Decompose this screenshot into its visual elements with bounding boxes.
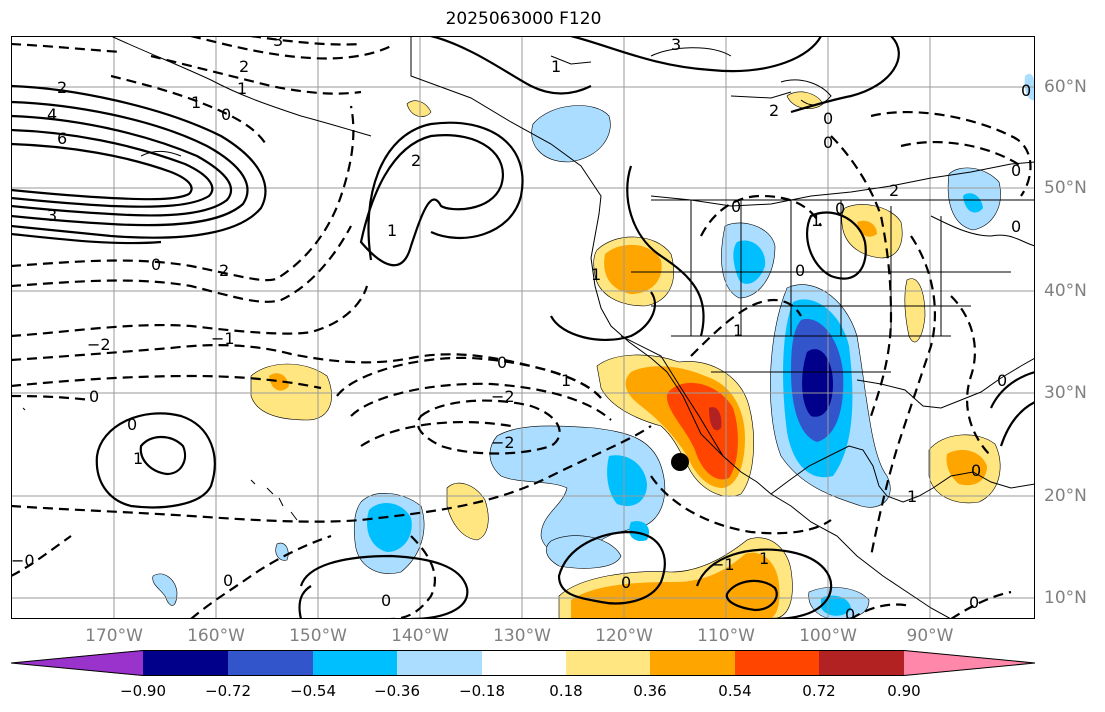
contour-label: 3 — [273, 36, 283, 50]
colorbar-bin — [11, 650, 143, 676]
contours — [11, 36, 1035, 619]
colorbar-bin — [650, 650, 735, 676]
contour-label: 0 — [795, 261, 805, 280]
contour-label: 0 — [971, 461, 981, 480]
contour-label: 0 — [823, 109, 833, 128]
lon-label: 150°W — [289, 626, 347, 646]
lat-label: 10°N — [1044, 588, 1087, 608]
contours-dashed — [11, 36, 1032, 619]
contour-label: 0 — [621, 573, 631, 592]
colorbar-bin — [143, 650, 228, 676]
contour-label: 1 — [591, 265, 601, 284]
colorbar-bin — [482, 650, 566, 676]
contour-label: 1 — [561, 371, 571, 390]
colorbar-bin — [397, 650, 482, 676]
contour-label: 3 — [671, 36, 681, 54]
location-marker — [671, 453, 689, 471]
lon-label: 160°W — [187, 626, 245, 646]
lon-label: 100°W — [799, 626, 857, 646]
contour-label: 1 — [811, 211, 821, 230]
lat-label: 60°N — [1044, 77, 1087, 97]
lat-label: 40°N — [1044, 281, 1087, 301]
contour-label: −2 — [87, 335, 111, 354]
colorbar-bin — [313, 650, 397, 676]
contour-label: 0 — [731, 197, 741, 216]
colorbar-bin — [566, 650, 650, 676]
contour-label: 0 — [223, 571, 233, 590]
coastlines — [22, 36, 1035, 619]
contour-label: 0 — [497, 353, 507, 372]
contour-label: 0 — [969, 593, 979, 612]
contour-label: 1 — [191, 93, 201, 112]
contour-label: −1 — [211, 329, 235, 348]
map-svg: 2 4 6 3 0 2 −2 −1 0 0 1 0 2 3 2 1 0 0 1 … — [11, 36, 1035, 619]
contour-label: 1 — [387, 221, 397, 240]
contour-label: −0 — [11, 551, 35, 570]
anomaly-pos-south-pacific — [446, 482, 489, 541]
contour-label: 0 — [835, 199, 845, 218]
contour-label: 3 — [47, 206, 57, 225]
contour-label: 1 — [133, 449, 143, 468]
lon-label: 90°W — [906, 626, 954, 646]
anomaly-neg-gulf-alaska — [531, 105, 611, 163]
contour-label: 0 — [89, 387, 99, 406]
contour-label: 0 — [221, 105, 231, 124]
colorbar-tick-label: 0.90 — [887, 682, 921, 700]
lat-label: 50°N — [1044, 178, 1087, 198]
lat-label: 30°N — [1044, 383, 1087, 403]
colorbar-tick-label: −0.90 — [120, 682, 166, 700]
colorbar-bin — [819, 650, 904, 676]
contour-label: 0 — [1011, 161, 1021, 180]
colorbar — [11, 650, 1036, 676]
map-panel[interactable]: 2 4 6 3 0 2 −2 −1 0 0 1 0 2 3 2 1 0 0 1 … — [11, 36, 1035, 619]
contour-label: −2 — [491, 387, 515, 406]
colorbar-tick-label: 0.72 — [802, 682, 836, 700]
contour-label: −2 — [491, 433, 515, 452]
contour-label: 0 — [823, 133, 833, 152]
lon-label: 170°W — [85, 626, 143, 646]
contour-label: 1 — [907, 487, 917, 506]
colorbar-tick-label: 0.36 — [633, 682, 667, 700]
lat-label: 20°N — [1044, 486, 1087, 506]
contour-label: −1 — [711, 555, 735, 574]
colorbar-bin — [904, 650, 1035, 676]
colorbar-tick-label: 0.18 — [549, 682, 583, 700]
contour-label: 0 — [1021, 81, 1031, 100]
contour-label: 2 — [239, 57, 249, 76]
contour-label: 2 — [769, 101, 779, 120]
lon-label: 130°W — [493, 626, 551, 646]
contour-label: 4 — [47, 105, 57, 124]
contour-label: 0 — [1011, 217, 1021, 236]
contour-label: 1 — [551, 57, 561, 76]
colorbar-tick-label: 0.54 — [718, 682, 752, 700]
colorbar-bin — [228, 650, 313, 676]
colorbar-bin — [735, 650, 819, 676]
colorbar-tick-label: −0.54 — [290, 682, 336, 700]
lon-label: 120°W — [595, 626, 653, 646]
colorbar-tick-label: −0.36 — [374, 682, 420, 700]
lon-label: 140°W — [391, 626, 449, 646]
colorbar-tick-label: −0.18 — [459, 682, 505, 700]
contour-label: 0 — [845, 605, 855, 619]
map-title: 2025063000 F120 — [445, 9, 602, 29]
contour-label: 0 — [381, 591, 391, 610]
contour-label: 6 — [57, 129, 67, 148]
contour-label: 1 — [237, 79, 247, 98]
contour-label: 1 — [733, 321, 743, 340]
contour-label: 1 — [759, 549, 769, 568]
contour-label: 2 — [219, 261, 229, 280]
contour-label: 2 — [57, 78, 67, 97]
lon-label: 110°W — [697, 626, 755, 646]
contour-label: 2 — [889, 181, 899, 200]
contour-label: 0 — [127, 415, 137, 434]
contour-labels: 2 4 6 3 0 2 −2 −1 0 0 1 0 2 3 2 1 0 0 1 … — [11, 36, 1031, 619]
contour-label: 0 — [151, 255, 161, 274]
contour-label: 0 — [997, 371, 1007, 390]
colorbar-tick-label: −0.72 — [205, 682, 251, 700]
contour-label: 2 — [411, 151, 421, 170]
